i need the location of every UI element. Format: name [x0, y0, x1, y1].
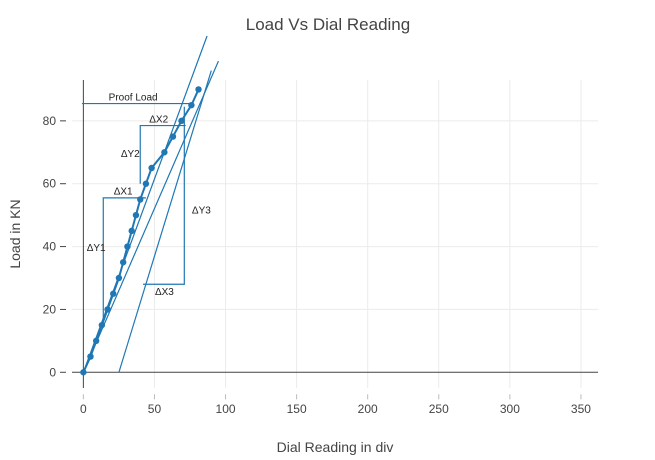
- data-point: [119, 259, 127, 266]
- data-point: [110, 290, 117, 297]
- x-tick-label: 100: [216, 402, 236, 416]
- annotation-label: ΔY2: [121, 149, 140, 160]
- tangent-line: [118, 70, 212, 373]
- x-tick-label: 50: [148, 402, 162, 416]
- data-series: [80, 86, 202, 376]
- data-point: [128, 227, 135, 235]
- data-point: [87, 353, 94, 360]
- construction-line: [143, 106, 185, 285]
- construction-line: [139, 124, 186, 184]
- x-tick-label: 150: [287, 402, 307, 416]
- y-tick-label: 40: [43, 240, 57, 254]
- data-point: [161, 149, 168, 156]
- annotations: Proof Load ΔX1 ΔY1 ΔX2 ΔY2 ΔY3 ΔX3: [87, 92, 212, 298]
- x-tick-label: 250: [429, 402, 449, 416]
- annotation-label: ΔY1: [87, 243, 106, 254]
- annotation-label: ΔX1: [114, 187, 133, 198]
- tangent-line: [82, 35, 208, 373]
- y-tick-label: 80: [43, 114, 57, 128]
- chart-title: Load Vs Dial Reading: [246, 15, 410, 34]
- data-point: [80, 369, 87, 376]
- axes: 0 50 100 150 200 250 300 350 0 20 40 60 80: [43, 80, 598, 416]
- reference-lines: [81, 35, 219, 373]
- data-point: [92, 337, 100, 345]
- y-tick-label: 20: [43, 302, 57, 316]
- y-tick-label: 60: [43, 177, 57, 191]
- x-tick-label: 200: [358, 402, 378, 416]
- data-point: [195, 86, 202, 93]
- annotation-label: ΔX2: [149, 114, 168, 125]
- series-line: [82, 89, 200, 373]
- data-point: [124, 243, 131, 250]
- tangent-line: [82, 60, 219, 373]
- x-tick-label: 0: [80, 402, 87, 416]
- x-tick-label: 300: [500, 402, 520, 416]
- annotation-label: Proof Load: [109, 92, 158, 103]
- data-point: [137, 196, 144, 203]
- data-point: [104, 306, 111, 313]
- annotation-label: ΔX3: [155, 287, 174, 298]
- x-tick-label: 350: [571, 402, 591, 416]
- data-point: [98, 321, 106, 329]
- data-point: [142, 180, 150, 187]
- data-point: [115, 274, 123, 282]
- y-tick-label: 0: [49, 365, 56, 379]
- grid: [72, 80, 598, 388]
- construction-line: [102, 197, 146, 319]
- data-point: [188, 101, 195, 109]
- data-point: [132, 211, 140, 219]
- annotation-label: ΔY3: [192, 205, 211, 216]
- data-point: [178, 117, 185, 125]
- x-axis-title: Dial Reading in div: [277, 439, 394, 455]
- data-point: [148, 164, 155, 172]
- y-axis-title: Load in KN: [7, 199, 23, 268]
- data-point: [169, 133, 177, 140]
